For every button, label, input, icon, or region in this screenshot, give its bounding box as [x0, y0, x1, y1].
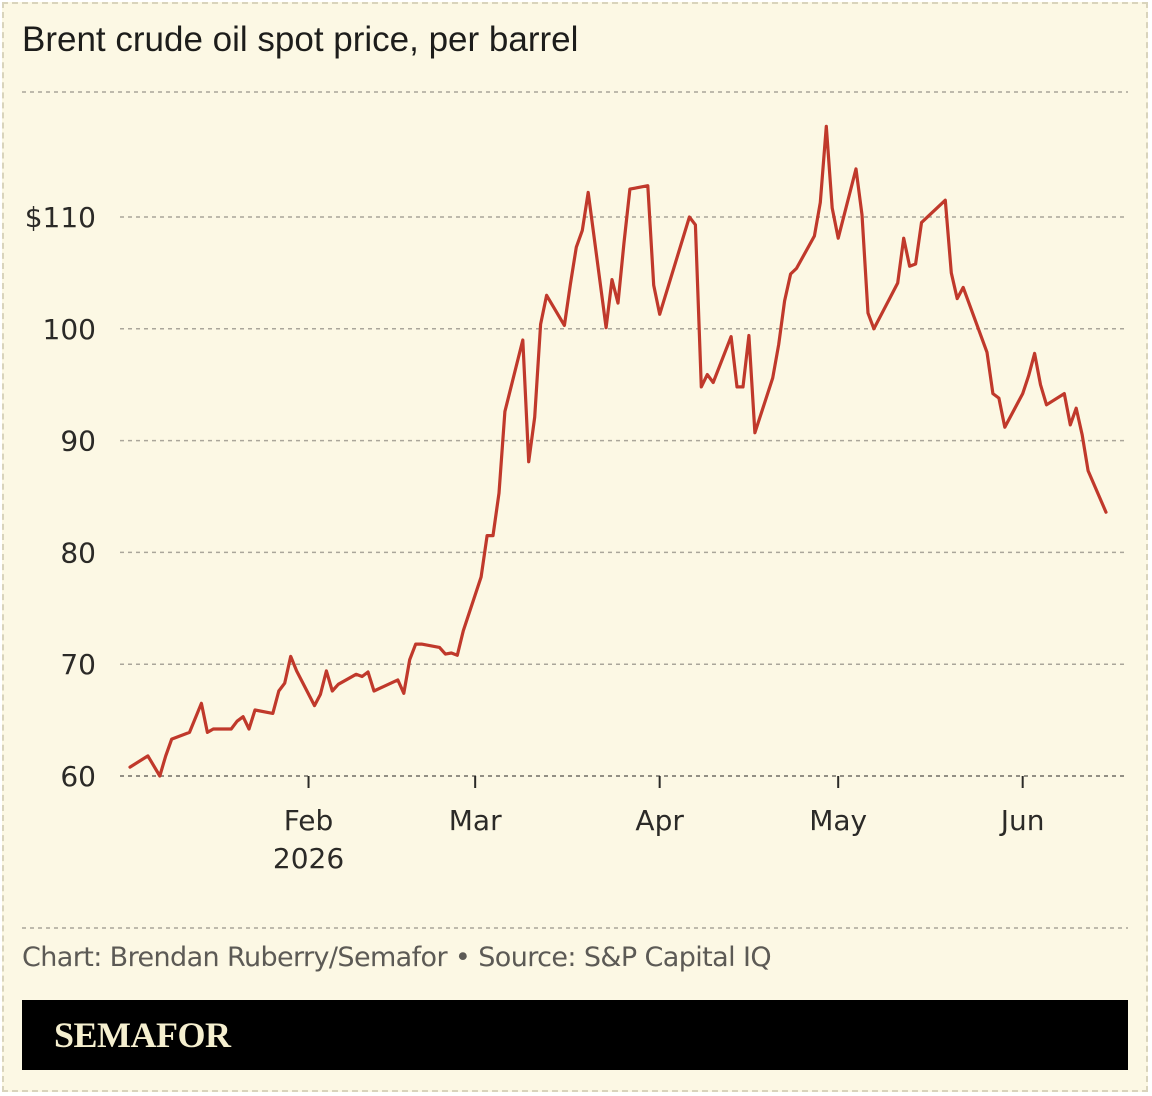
chart-title: Brent crude oil spot price, per barrel	[22, 20, 579, 59]
y-tick-label: $110	[25, 201, 96, 234]
x-tick-label: Feb	[284, 804, 334, 837]
x-axis: Feb 2026 Mar Apr May Jun	[273, 776, 1045, 875]
x-tick-label: Jun	[999, 804, 1045, 837]
y-tick-label: 90	[60, 425, 96, 458]
y-tick-label: 60	[60, 760, 96, 793]
x-tick-label: Mar	[449, 804, 502, 837]
series-layer	[128, 124, 1108, 778]
y-tick-label: 100	[43, 313, 96, 346]
y-axis-labels: 60 70 80 90 100 $110	[25, 201, 96, 793]
semafor-logo: SEMAFOR	[54, 1015, 231, 1055]
brand-bar: SEMAFOR	[22, 1000, 1128, 1070]
y-tick-label: 80	[60, 536, 96, 569]
x-tick-label: Apr	[635, 804, 684, 837]
y-tick-label: 70	[60, 648, 96, 681]
gridlines	[120, 216, 1128, 777]
source-credit: Chart: Brendan Ruberry/Semafor • Source:…	[22, 942, 772, 973]
x-tick-year-label: 2026	[273, 842, 344, 875]
brent-price-line	[128, 124, 1108, 778]
x-tick-label: May	[809, 804, 867, 837]
